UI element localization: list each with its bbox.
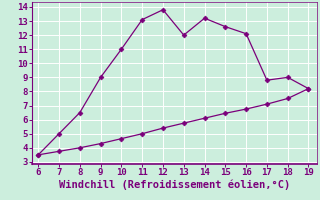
- X-axis label: Windchill (Refroidissement éolien,°C): Windchill (Refroidissement éolien,°C): [59, 180, 290, 190]
